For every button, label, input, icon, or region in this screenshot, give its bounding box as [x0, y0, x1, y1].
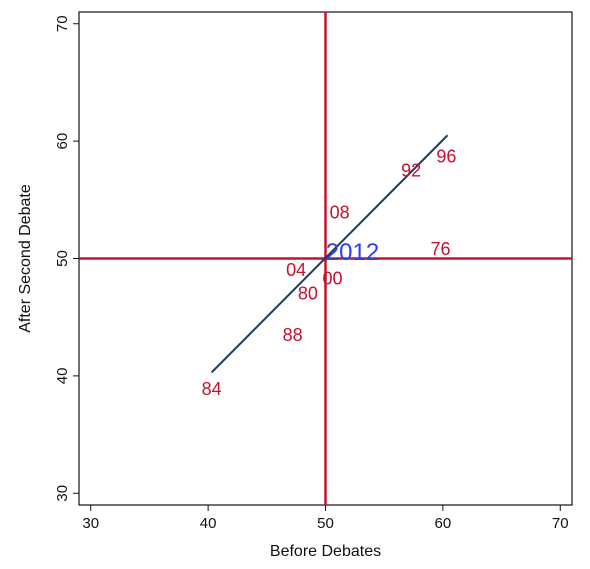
point-label-08: 08: [330, 203, 350, 223]
fit-line-group: [210, 134, 449, 374]
point-label-84: 84: [202, 379, 222, 399]
y-tick-label: 50: [54, 250, 71, 267]
x-tick-label: 70: [552, 515, 569, 532]
y-tick-label: 40: [54, 368, 71, 385]
point-label-92: 92: [401, 160, 421, 180]
point-label-76: 76: [431, 239, 451, 259]
point-label-96: 96: [436, 146, 456, 166]
x-tick-label: 60: [435, 515, 452, 532]
y-tick-label: 70: [54, 15, 71, 32]
x-axis: 30 40 50 60 70: [82, 505, 569, 532]
y-axis-title: After Second Debate: [17, 184, 34, 333]
point-label-88: 88: [283, 325, 303, 345]
fit-line: [210, 134, 449, 374]
y-tick-label: 60: [54, 133, 71, 150]
point-label-80: 80: [298, 284, 318, 304]
x-axis-title: Before Debates: [270, 543, 381, 560]
point-label-04: 04: [286, 260, 306, 280]
x-tick-label: 30: [82, 515, 99, 532]
point-label-00: 00: [323, 268, 343, 288]
x-tick-label: 40: [200, 515, 217, 532]
y-tick-label: 30: [54, 485, 71, 502]
highlight-label-2012: 2012: [326, 239, 379, 266]
x-tick-label: 50: [317, 515, 334, 532]
y-axis: 30 40 50 60 70: [54, 15, 79, 502]
